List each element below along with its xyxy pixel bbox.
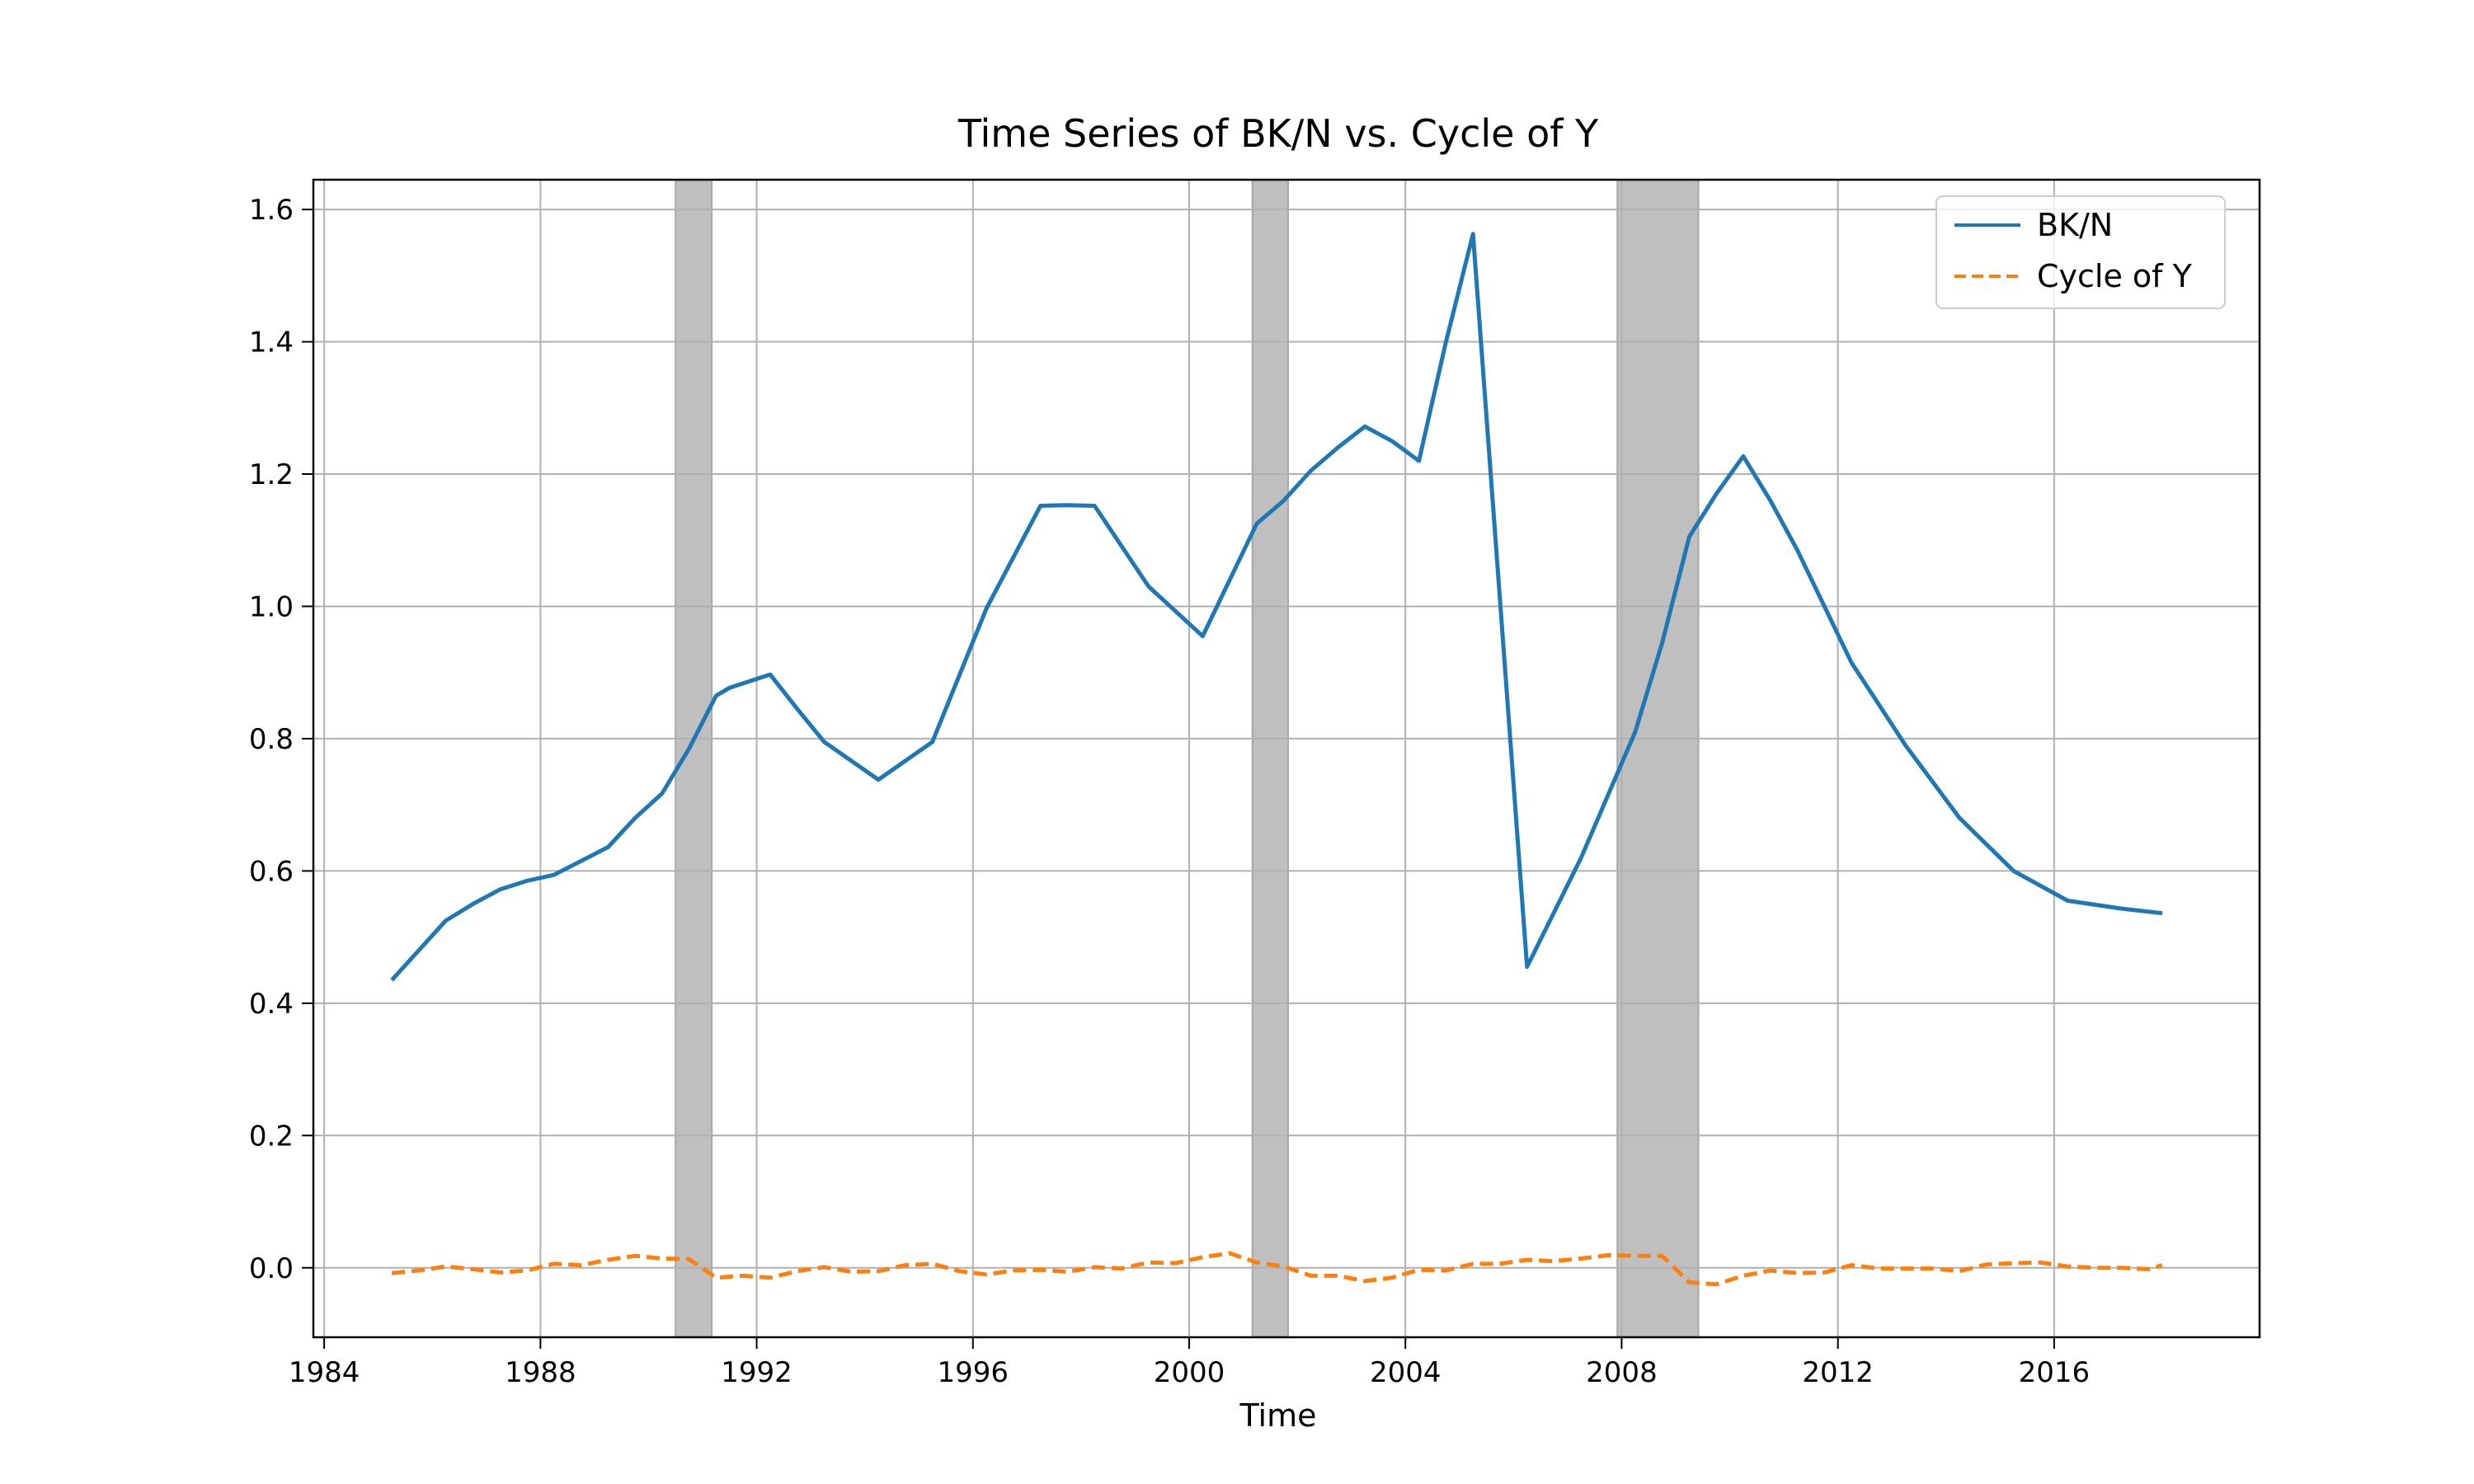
plot-border xyxy=(312,178,2261,1339)
y-tick-label-0: 0.0 xyxy=(249,1252,294,1285)
y-tick-label-7: 1.4 xyxy=(249,326,294,359)
x-tick-label-1: 1988 xyxy=(505,1356,576,1389)
y-axis: 0.0 0.2 0.4 0.6 0.8 1.0 1.2 1.4 1.6 xyxy=(249,194,313,1285)
x-tick-label-6: 2008 xyxy=(1586,1356,1658,1389)
y-tick-label-8: 1.6 xyxy=(249,194,294,227)
series-layer xyxy=(390,232,2163,1287)
x-axis: 1984 1988 1992 1996 2000 2004 2008 2012 2016 xyxy=(289,1337,2090,1389)
grid-lines xyxy=(313,180,2260,1337)
legend-label-bkn: BK/N xyxy=(2037,207,2113,243)
y-tick-label-5: 1.0 xyxy=(249,590,294,623)
chart-title: Time Series of BK/N vs. Cycle of Y xyxy=(957,111,1599,156)
x-tick-label-0: 1984 xyxy=(289,1356,360,1389)
x-tick-label-5: 2004 xyxy=(1370,1356,1442,1389)
recession-band-1 xyxy=(1251,179,1289,1338)
x-tick-label-4: 2000 xyxy=(1154,1356,1225,1389)
y-tick-label-3: 0.6 xyxy=(249,855,294,888)
x-tick-label-2: 1992 xyxy=(721,1356,793,1389)
x-axis-label: Time xyxy=(1239,1397,1317,1434)
series-line-cycle-of-y xyxy=(391,1251,2163,1287)
y-tick-label-4: 0.8 xyxy=(249,723,294,756)
legend: BK/N Cycle of Y xyxy=(1935,195,2226,309)
x-tick-label-7: 2012 xyxy=(1802,1356,1874,1389)
legend-label-cycle: Cycle of Y xyxy=(2037,258,2193,294)
plot-frame xyxy=(312,178,2261,1339)
series-line-bkn xyxy=(390,232,2163,982)
y-tick-label-6: 1.2 xyxy=(249,458,294,491)
x-tick-label-3: 1996 xyxy=(938,1356,1009,1389)
y-tick-label-2: 0.4 xyxy=(249,988,294,1021)
recession-band-2 xyxy=(1616,179,1700,1338)
x-tick-label-8: 2016 xyxy=(2019,1356,2091,1389)
y-tick-label-1: 0.2 xyxy=(249,1120,294,1153)
